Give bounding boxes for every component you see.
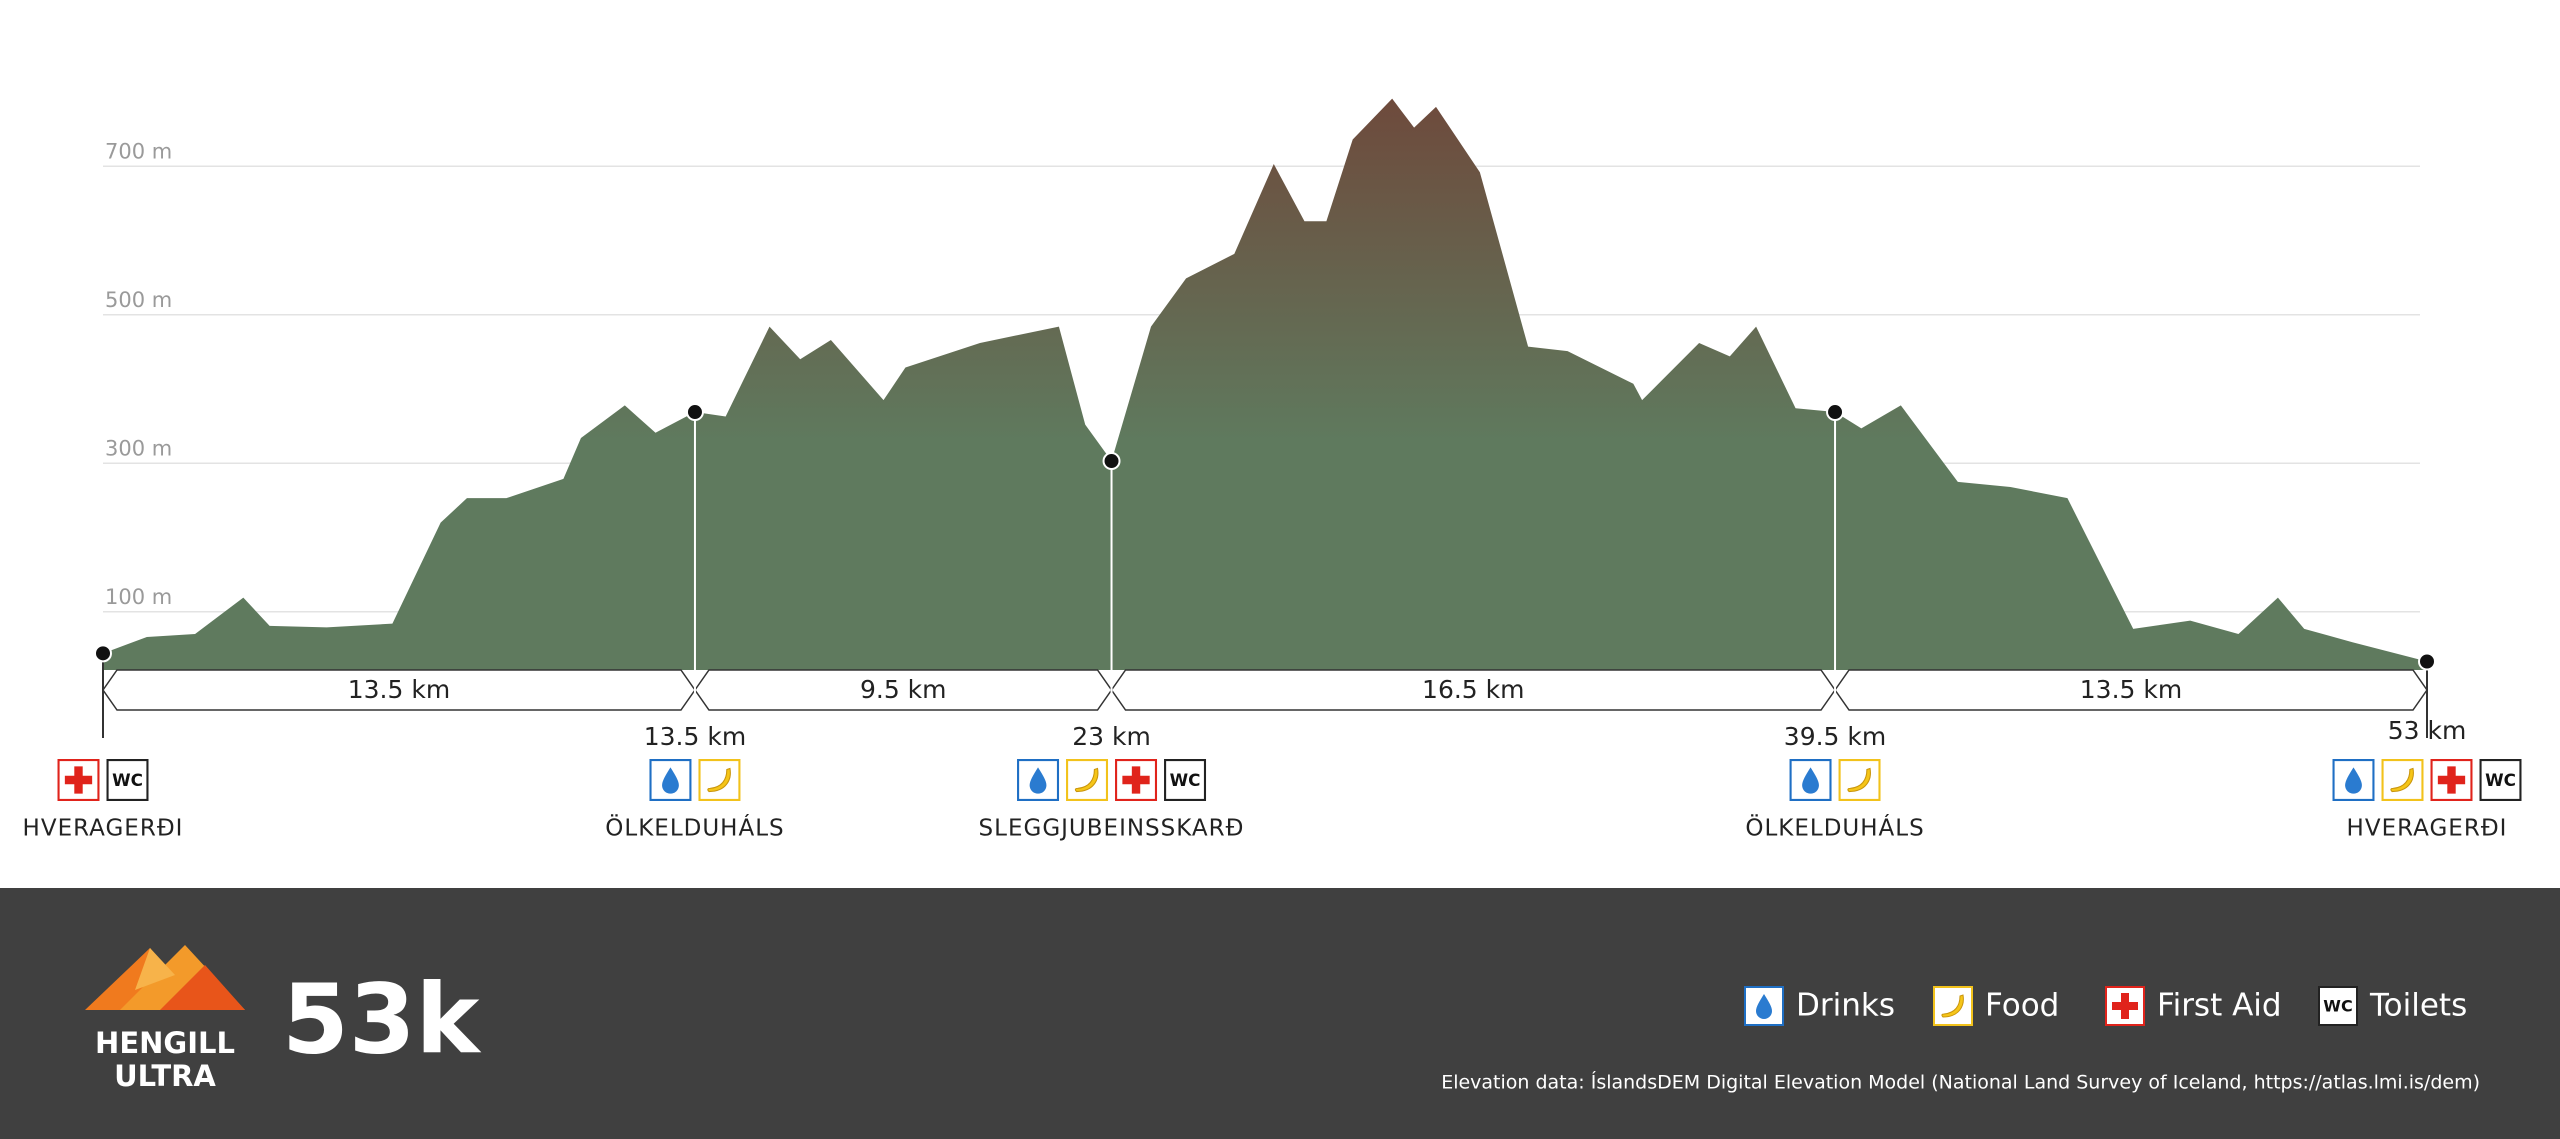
icon-toilets: WC (2479, 759, 2522, 801)
icon-frame (1933, 986, 1973, 1026)
banana (707, 767, 731, 793)
banana (1847, 767, 1871, 793)
drop (1802, 767, 1819, 794)
legend-label: First Aid (2157, 988, 2282, 1024)
wc-text: WC (112, 770, 143, 790)
icon-food (1838, 759, 1881, 801)
icon-first_aid (1115, 759, 1158, 801)
y-tick-label: 300 m (105, 436, 172, 460)
logo (85, 945, 245, 1010)
cross (2437, 766, 2466, 794)
icon-frame (2318, 986, 2358, 1026)
segment-label: 9.5 km (860, 675, 947, 704)
checkpoint-dot (685, 403, 704, 422)
icon-frame (1838, 759, 1881, 801)
checkpoint-km: 53 km (2388, 716, 2467, 745)
icon-frame (1164, 759, 1207, 801)
elevation-area (103, 98, 2427, 671)
legend-label: Food (1985, 988, 2059, 1024)
cross (1122, 766, 1150, 794)
y-tick-label: 100 m (105, 585, 172, 609)
checkpoint-name: HVERAGERÐI (2347, 816, 2508, 842)
checkpoint-km: 39.5 km (1784, 722, 1886, 751)
legend-label: Drinks (1796, 988, 1895, 1024)
icon-drinks (1744, 986, 1784, 1026)
checkpoint-dot (1102, 452, 1121, 471)
checkpoint-km: 23 km (1072, 722, 1151, 751)
icon-first_aid (2105, 986, 2145, 1026)
icon-food (2381, 759, 2424, 801)
checkpoint-dot (2418, 652, 2436, 671)
icon-toilets: WC (2318, 986, 2358, 1026)
icon-drinks (649, 759, 692, 801)
icon-frame (106, 759, 149, 801)
icon-first_aid (57, 759, 100, 801)
checkpoint-name: SLEGGJUBEINSSKARÐ (979, 816, 1245, 842)
banana (1941, 994, 1964, 1018)
icon-toilets: WC (106, 759, 149, 801)
cross (64, 766, 93, 794)
checkpoint-dot (1826, 403, 1845, 422)
distance-title: 53k (282, 963, 482, 1075)
icon-food (1933, 986, 1973, 1026)
icon-frame (1066, 759, 1109, 801)
drop (1029, 767, 1047, 794)
checkpoint-dot (94, 644, 112, 663)
icon-first_aid (2430, 759, 2473, 801)
icon-drinks (1017, 759, 1060, 801)
checkpoint-km: 13.5 km (644, 722, 746, 751)
cross (2112, 993, 2138, 1019)
icon-food (1066, 759, 1109, 801)
checkpoint-name: ÖLKELDUHÁLS (605, 814, 784, 842)
wc-text: WC (1170, 770, 1201, 790)
checkpoint-name: ÖLKELDUHÁLS (1745, 814, 1924, 842)
banana (2390, 767, 2414, 793)
segment-label: 13.5 km (2080, 675, 2182, 704)
drop (1756, 994, 1772, 1019)
logo-text: HENGILL (95, 1026, 235, 1060)
segment-label: 13.5 km (348, 675, 450, 704)
icon-frame (2479, 759, 2522, 801)
icon-drinks (2332, 759, 2375, 801)
checkpoint-name: HVERAGERÐI (23, 816, 184, 842)
wc-text: WC (2485, 770, 2516, 790)
credit: Elevation data: ÍslandsDEM Digital Eleva… (1441, 1071, 2480, 1094)
legend-label: Toilets (2369, 988, 2467, 1024)
icon-frame (2381, 759, 2424, 801)
icon-food (698, 759, 741, 801)
segment-label: 16.5 km (1422, 675, 1524, 704)
icon-drinks (1789, 759, 1832, 801)
banana (1074, 767, 1099, 793)
y-tick-label: 700 m (105, 139, 172, 163)
logo-text: ULTRA (114, 1059, 216, 1093)
icon-toilets: WC (1164, 759, 1207, 801)
wc-text: WC (2323, 997, 2352, 1016)
y-tick-label: 500 m (105, 288, 172, 312)
drop (662, 767, 679, 794)
icon-frame (698, 759, 741, 801)
drop (2345, 767, 2362, 794)
